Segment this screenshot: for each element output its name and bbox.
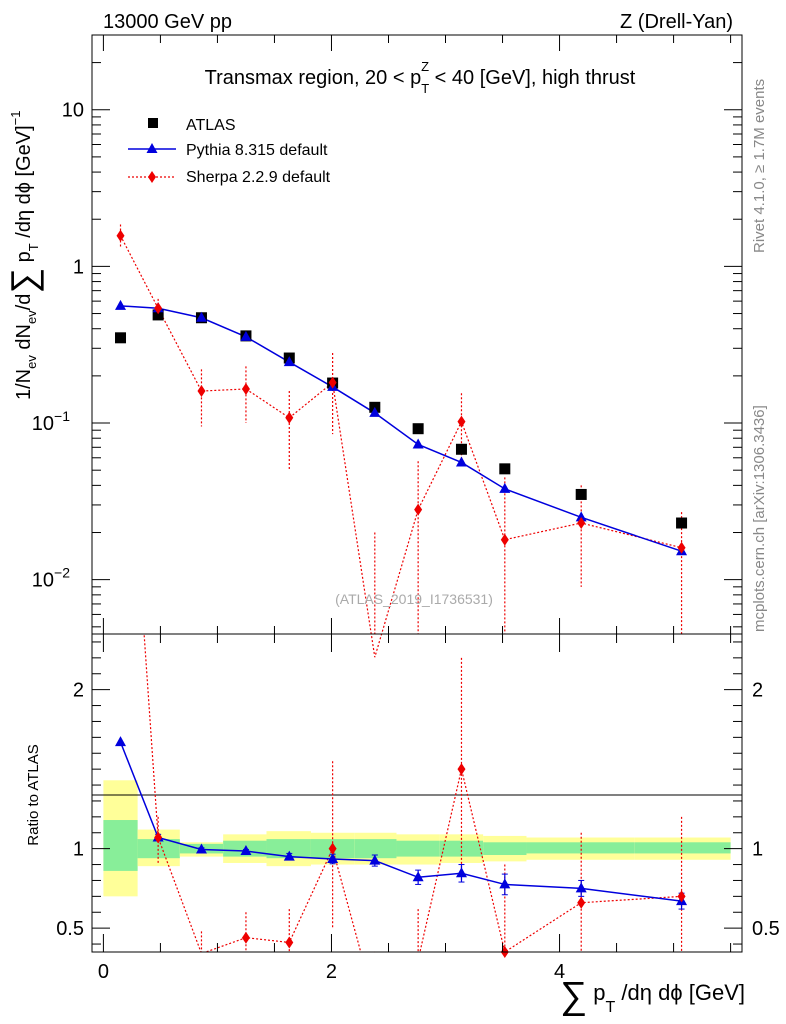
pythia-point bbox=[412, 438, 424, 449]
ratio-pythia-point bbox=[499, 878, 511, 889]
ratio-pythia-point bbox=[412, 871, 424, 882]
legend-pythia-marker bbox=[146, 143, 158, 153]
pythia-point bbox=[369, 406, 381, 417]
ratio-sherpa-point bbox=[457, 763, 466, 776]
sherpa-point bbox=[154, 302, 163, 315]
legend: ATLAS Pythia 8.315 default Sherpa 2.2.9 … bbox=[128, 117, 331, 186]
atlas-point bbox=[115, 332, 127, 344]
atlas-point bbox=[412, 423, 424, 435]
ratio-band-green bbox=[103, 820, 138, 871]
main-y-axis-label: 1/Nev dNev/d∑ pT /dη dϕ [GeV]−1 bbox=[3, 111, 44, 400]
ratio-sherpa-point bbox=[241, 931, 250, 944]
ratio-sherpa-point bbox=[677, 890, 686, 903]
sherpa-point bbox=[414, 503, 423, 516]
main-y-tick-label: 10−2 bbox=[32, 565, 70, 592]
atlas-point bbox=[455, 443, 467, 455]
analysis-watermark: (ATLAS_2019_I1736531) bbox=[335, 591, 493, 607]
ratio-band-green bbox=[483, 842, 527, 856]
x-axis-label: ∑ pT /dη dϕ [GeV] bbox=[560, 975, 745, 1017]
ratio-frame bbox=[91, 633, 743, 953]
main-panel: 10−2 10−1 1 10 Transmax region, 20 < pTZ < … bbox=[3, 34, 743, 658]
sherpa-point bbox=[241, 382, 250, 395]
legend-atlas-marker bbox=[148, 118, 158, 128]
main-y-tick-label: 10 bbox=[62, 100, 84, 122]
ratio-sherpa-point bbox=[577, 896, 586, 909]
legend-sherpa-label: Sherpa 2.2.9 default bbox=[186, 169, 331, 186]
ratio-pythia-point bbox=[369, 854, 381, 865]
pythia-point bbox=[115, 299, 127, 310]
pythia-point bbox=[195, 311, 207, 322]
ratio-sherpa-line bbox=[143, 634, 682, 952]
ratio-x-tick-label: 4 bbox=[554, 961, 565, 983]
atlas-point bbox=[499, 463, 511, 475]
ratio-pythia-point bbox=[327, 852, 339, 863]
ratio-y-tick-label: 2 bbox=[73, 680, 84, 702]
ratio-x-tick-label: 2 bbox=[326, 961, 337, 983]
mcplots-label: mcplots.cern.ch [arXiv:1306.3436] bbox=[751, 405, 768, 632]
atlas-point bbox=[152, 309, 164, 321]
sherpa-point bbox=[197, 385, 206, 398]
ratio-pythia-line bbox=[119, 741, 682, 902]
legend-sherpa-marker bbox=[148, 171, 156, 183]
ratio-band-green bbox=[634, 842, 731, 854]
main-y-tick-label: 1 bbox=[73, 256, 84, 278]
ratio-sherpa-point bbox=[328, 842, 337, 855]
sherpa-point bbox=[285, 411, 294, 424]
pythia-point bbox=[240, 330, 252, 341]
ratio-pythia-point bbox=[455, 867, 467, 878]
header-process: Z (Drell-Yan) bbox=[620, 11, 733, 33]
ratio-y-tick-label-right: 0.5 bbox=[752, 918, 780, 940]
sherpa-point bbox=[116, 229, 125, 242]
ratio-sherpa-point bbox=[285, 936, 294, 949]
ratio-pythia-point bbox=[115, 736, 127, 747]
pythia-point bbox=[499, 482, 511, 493]
pythia-point bbox=[575, 511, 587, 522]
sherpa-point bbox=[577, 517, 586, 530]
atlas-point bbox=[575, 488, 587, 500]
svg-text:1/Nev dNev/d∑ pT /dη dϕ [GeV]: 1/Nev dNev/d∑ pT /dη dϕ [GeV]−1 bbox=[3, 111, 44, 400]
pythia-line bbox=[120, 305, 682, 552]
ratio-y-tick-label-right: 2 bbox=[752, 680, 763, 702]
ratio-pythia-point bbox=[240, 845, 252, 856]
ratio-x-tick-label: 0 bbox=[98, 961, 109, 983]
main-y-tick-label: 10−1 bbox=[32, 408, 70, 435]
ratio-band-green bbox=[354, 839, 397, 859]
pythia-point bbox=[283, 356, 295, 367]
ratio-band-green bbox=[526, 842, 635, 854]
ratio-band-green bbox=[439, 840, 484, 857]
ratio-band-green bbox=[137, 839, 180, 859]
ratio-pythia-point bbox=[283, 850, 295, 861]
ratio-band-green bbox=[396, 840, 440, 857]
sherpa-point bbox=[677, 541, 686, 554]
ratio-pythia-point bbox=[575, 882, 587, 893]
ratio-panel: 0.5 0.5 1 1 2 2 0 2 4 Ratio to ATLAS ∑ pT /dη dϕ… bbox=[25, 633, 780, 1017]
header-collision: 13000 GeV pp bbox=[103, 11, 232, 33]
sherpa-point bbox=[457, 415, 466, 428]
legend-atlas-label: ATLAS bbox=[186, 117, 236, 134]
sherpa-point bbox=[500, 533, 509, 546]
ratio-y-tick-label: 0.5 bbox=[56, 918, 84, 940]
atlas-point bbox=[676, 517, 688, 529]
ratio-y-axis-label: Ratio to ATLAS bbox=[25, 744, 42, 845]
ratio-y-tick-label-right: 1 bbox=[752, 839, 763, 861]
ratio-band-green bbox=[266, 839, 311, 859]
rivet-label: Rivet 4.1.0, ≥ 1.7M events bbox=[751, 79, 768, 253]
pythia-point bbox=[455, 456, 467, 467]
ratio-pythia-point bbox=[195, 843, 207, 854]
legend-pythia-label: Pythia 8.315 default bbox=[186, 142, 328, 159]
main-title: Transmax region, 20 < pTZ < 40 [GeV], hi… bbox=[205, 59, 636, 96]
sherpa-point bbox=[328, 376, 337, 389]
ratio-sherpa-point bbox=[154, 831, 163, 844]
ratio-y-tick-label: 1 bbox=[73, 839, 84, 861]
